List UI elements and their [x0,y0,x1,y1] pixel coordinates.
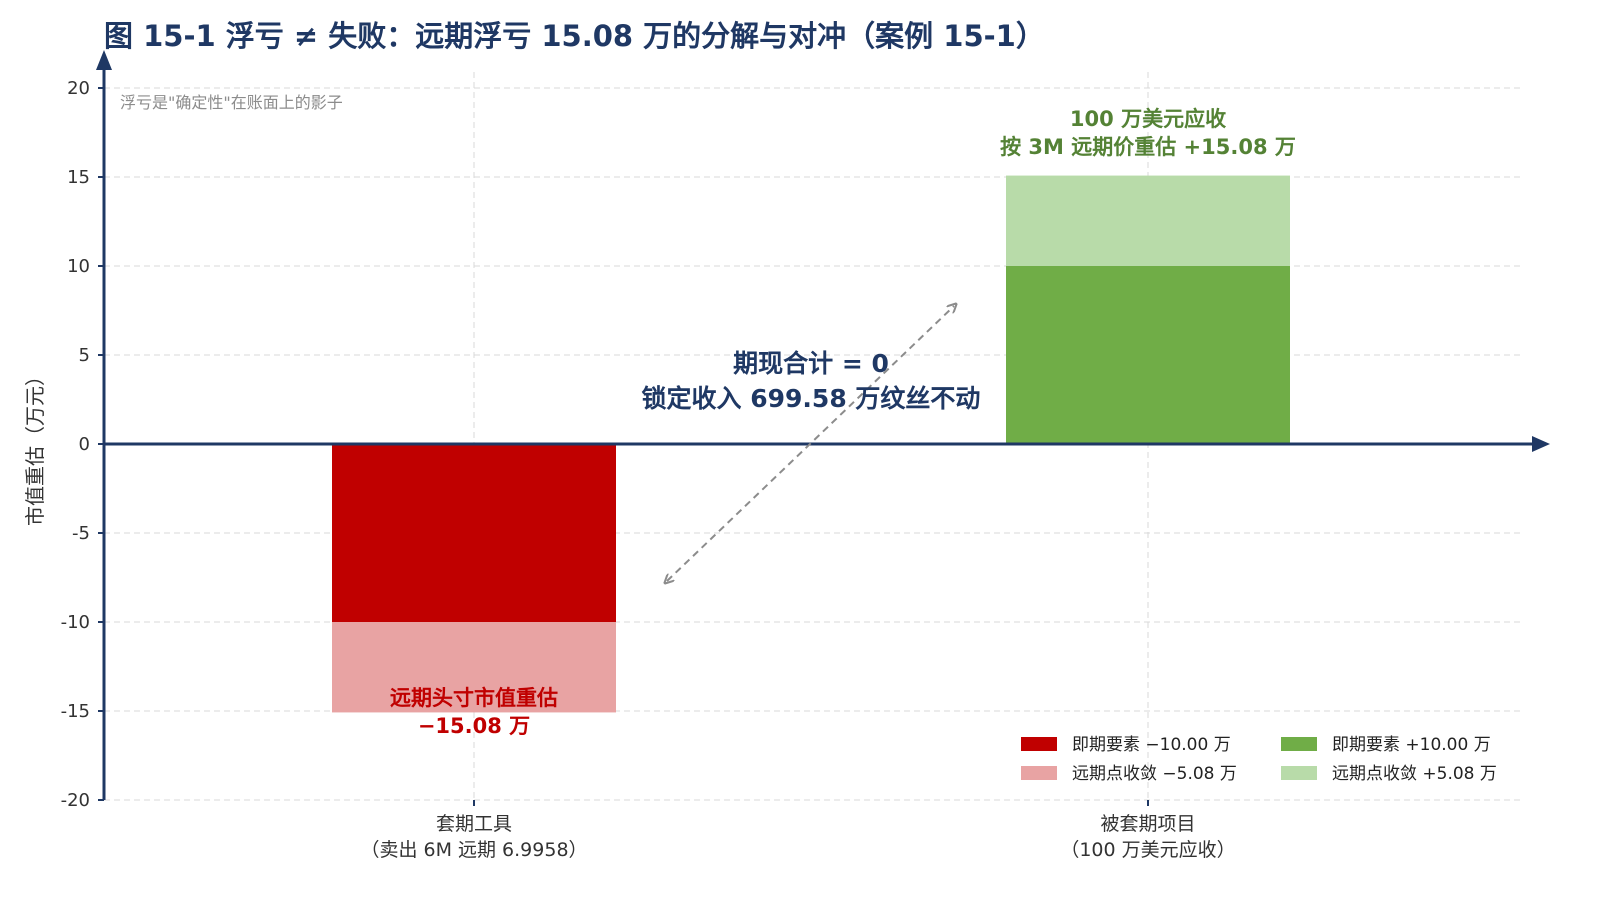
right-bar-annotation: 按 3M 远期价重估 +15.08 万 [1000,135,1296,159]
x-axis-arrowhead [1532,436,1550,452]
corner-note: 浮亏是"确定性"在账面上的影子 [120,93,343,112]
legend-label: 即期要素 −10.00 万 [1072,735,1231,755]
bar-segment [1006,266,1290,444]
axis-layer: -20 -15 -10 -5 0 5 10 15 20 套期工具 （卖出 6M 远期 6.9958）… [61,50,1550,861]
grid-layer [104,72,1520,801]
x-category-label: 被套期项目 [1100,813,1195,835]
y-tick-label: -20 [61,790,90,811]
x-category-label: 套期工具 [436,813,512,835]
center-annotation: 锁定收入 699.58 万纹丝不动 [642,384,981,413]
y-tick-label: 10 [67,256,90,277]
x-category-label: （100 万美元应收） [1060,839,1235,861]
legend-label: 远期点收敛 −5.08 万 [1072,764,1237,784]
legend-swatch [1281,766,1317,780]
bar-segment [332,622,616,713]
y-tick-label: 15 [67,167,90,188]
legend-label: 远期点收敛 +5.08 万 [1332,764,1497,784]
y-tick-label: 0 [79,434,90,455]
center-annotation: 期现合计 = 0 [733,349,889,378]
x-category-label: （卖出 6M 远期 6.9958） [360,839,587,861]
left-bar-annotation: −15.08 万 [418,714,530,738]
bar-layer [332,175,1290,713]
legend-swatch [1281,737,1317,751]
y-axis-label: 市值重估（万元） [23,366,47,526]
hedge-offset-arrow [667,306,954,581]
legend-swatch [1021,766,1057,780]
chart-title: 图 15-1 浮亏 ≠ 失败：远期浮亏 15.08 万的分解与对冲（案例 15-… [104,19,1045,53]
y-tick-label: -10 [61,612,90,633]
y-tick-label: 20 [67,78,90,99]
y-tick-label: -15 [61,701,90,722]
y-axis-arrowhead [96,50,112,70]
legend-swatch [1021,737,1057,751]
y-tick-label: -5 [72,523,90,544]
legend-label: 即期要素 +10.00 万 [1332,735,1491,755]
right-bar-annotation: 100 万美元应收 [1070,107,1226,131]
bar-segment [332,444,616,622]
left-bar-annotation: 远期头寸市值重估 [390,686,558,710]
bar-segment [1006,175,1290,266]
y-tick-label: 5 [79,345,90,366]
